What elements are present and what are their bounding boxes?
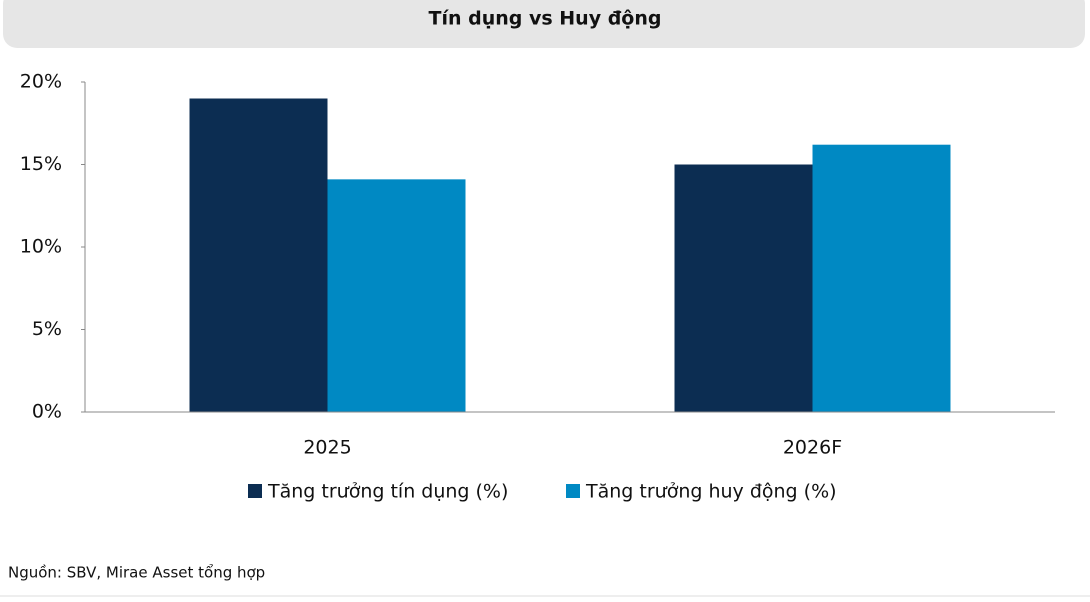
legend-label: Tăng trưởng huy động (%) xyxy=(585,481,837,503)
title-bar xyxy=(3,0,1085,48)
y-tick-label: 20% xyxy=(20,71,62,93)
x-tick-label: 2026F xyxy=(783,437,842,459)
y-tick-label: 15% xyxy=(20,153,62,175)
legend-swatch xyxy=(248,484,262,498)
source-note: Nguồn: SBV, Mirae Asset tổng hợp xyxy=(8,564,265,582)
x-tick-label: 2025 xyxy=(303,437,351,459)
bar xyxy=(674,164,813,412)
y-tick-label: 5% xyxy=(32,318,62,340)
y-tick-label: 10% xyxy=(20,236,62,258)
bar xyxy=(327,179,466,412)
y-tick-label: 0% xyxy=(32,401,62,423)
bar xyxy=(812,144,951,412)
legend-swatch xyxy=(566,484,580,498)
legend-label: Tăng trưởng tín dụng (%) xyxy=(267,481,508,503)
bar xyxy=(189,98,328,412)
chart-title: Tín dụng vs Huy động xyxy=(428,8,661,30)
